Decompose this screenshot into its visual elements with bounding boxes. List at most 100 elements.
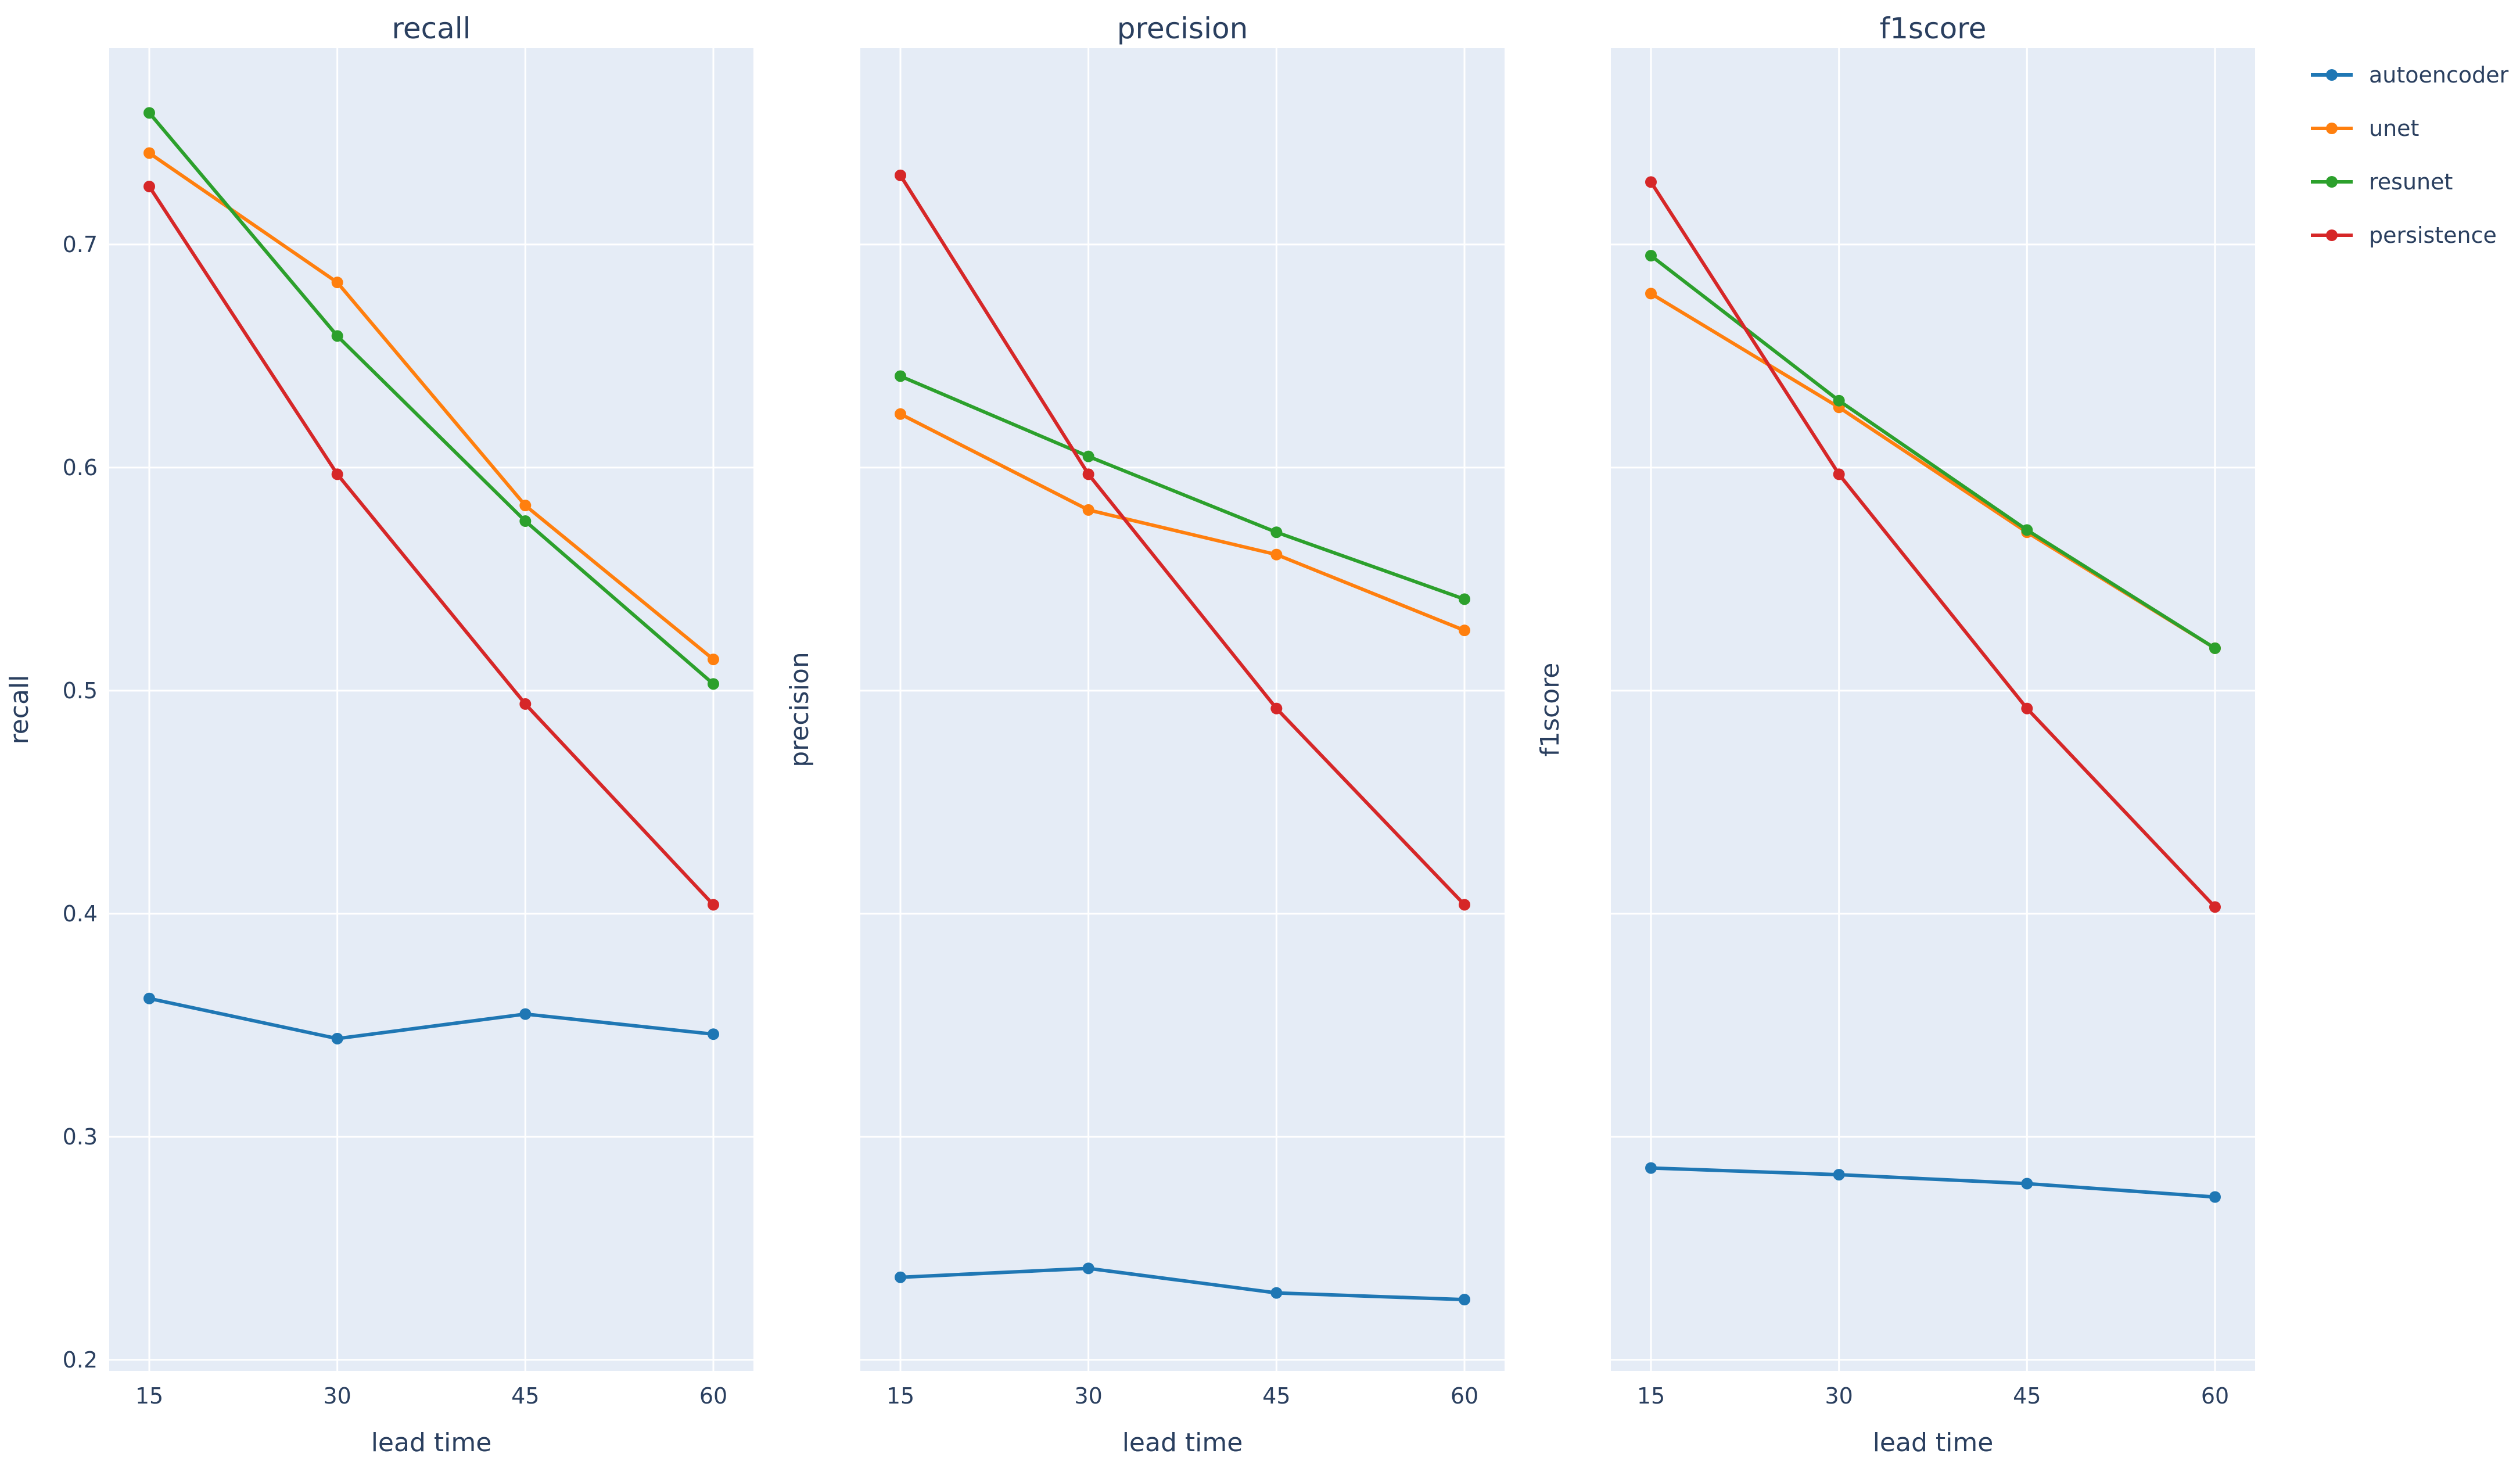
precision-x-tick-label: 45 — [1262, 1383, 1290, 1409]
recall-line-unet — [148, 151, 715, 661]
recall-point-persistence — [519, 698, 532, 710]
f1score-title: f1score — [1880, 12, 1987, 45]
precision-point-unet — [1082, 504, 1094, 516]
subplot-panels: 0.2 0.3 0.4 0.5 0.6 0.7 15 30 45 60 recall lead tim… — [5, 12, 2255, 1458]
precision-point-persistence — [1459, 899, 1470, 911]
recall-x-tick-label: 15 — [135, 1383, 163, 1409]
precision-series-autoencoder — [895, 1262, 1470, 1306]
recall-y-tick-label: 0.2 — [63, 1347, 98, 1373]
recall-y-tick-label: 0.6 — [63, 455, 98, 480]
precision-point-resunet — [1270, 526, 1283, 539]
recall-x-tick-label: 60 — [699, 1383, 727, 1409]
f1score-point-persistence — [2021, 702, 2033, 715]
precision-x-tick-label: 60 — [1451, 1383, 1478, 1409]
precision-line-autoencoder — [900, 1266, 1465, 1302]
legend-swatch-marker-autoencoder — [2326, 69, 2338, 81]
precision-x-axis-label: lead time — [1122, 1428, 1243, 1458]
f1score-series-persistence — [1645, 176, 2221, 913]
recall-point-unet — [143, 147, 155, 159]
f1score-point-resunet — [1645, 250, 1657, 262]
precision-y-axis-label: precision — [785, 652, 814, 767]
legend: autoencoder unet resunet persistence — [2311, 62, 2509, 248]
recall-point-autoencoder — [143, 992, 155, 1004]
legend-item-unet: unet — [2311, 116, 2419, 141]
precision-point-autoencoder — [1082, 1262, 1094, 1275]
f1score-point-unet — [1645, 288, 1657, 300]
recall-y-tick-label: 0.5 — [63, 678, 98, 704]
f1score-point-resunet — [1833, 394, 1845, 407]
precision-line-persistence — [899, 174, 1466, 906]
precision-point-unet — [895, 408, 906, 420]
recall-point-resunet — [331, 330, 343, 342]
legend-swatch-marker-resunet — [2326, 176, 2338, 188]
subplot-recall: 0.2 0.3 0.4 0.5 0.6 0.7 15 30 45 60 recall lead tim… — [5, 12, 753, 1458]
precision-point-resunet — [1082, 450, 1094, 462]
legend-label-autoencoder: autoencoder — [2369, 62, 2509, 88]
precision-point-unet — [1270, 548, 1283, 561]
f1score-x-tick-label: 60 — [2201, 1383, 2229, 1409]
f1score-line-persistence — [1649, 181, 2217, 909]
subplot-precision: 15 30 45 60 precision lead time precision — [785, 12, 1505, 1458]
precision-point-unet — [1459, 624, 1470, 637]
recall-y-tick-label: 0.4 — [63, 901, 98, 927]
precision-series-unet — [895, 408, 1470, 637]
precision-point-persistence — [895, 169, 906, 181]
recall-plot-area — [109, 48, 753, 1371]
precision-point-autoencoder — [1459, 1294, 1470, 1306]
legend-swatch-marker-unet — [2326, 123, 2338, 134]
precision-line-resunet — [899, 374, 1466, 601]
legend-item-persistence: persistence — [2311, 222, 2497, 248]
recall-point-persistence — [708, 899, 719, 911]
recall-line-autoencoder — [149, 996, 714, 1040]
f1score-y-axis-label: f1score — [1535, 663, 1565, 757]
f1score-point-autoencoder — [2209, 1191, 2221, 1203]
f1score-point-resunet — [2209, 642, 2221, 654]
f1score-x-axis-label: lead time — [1873, 1428, 1994, 1458]
f1score-point-persistence — [1833, 468, 1845, 480]
legend-label-resunet: resunet — [2369, 169, 2453, 195]
precision-plot-area — [860, 48, 1505, 1371]
recall-y-tick-label: 0.7 — [63, 232, 98, 257]
precision-point-resunet — [895, 370, 906, 382]
recall-point-unet — [519, 500, 532, 512]
recall-point-resunet — [708, 678, 719, 690]
legend-label-persistence: persistence — [2369, 222, 2497, 248]
subplot-f1score: 15 30 45 60 f1score lead time f1score — [1535, 12, 2255, 1458]
recall-series-autoencoder — [143, 992, 719, 1045]
precision-title: precision — [1117, 12, 1248, 45]
f1score-x-tick-label: 45 — [2013, 1383, 2041, 1409]
f1score-plot-area — [1611, 48, 2255, 1371]
recall-point-persistence — [331, 468, 343, 480]
recall-x-axis-label: lead time — [371, 1428, 492, 1458]
f1score-point-resunet — [2021, 524, 2033, 536]
recall-point-persistence — [143, 181, 155, 193]
precision-x-tick-label: 15 — [886, 1383, 914, 1409]
f1score-series-autoencoder — [1645, 1162, 2221, 1203]
recall-point-unet — [708, 654, 719, 666]
recall-series-persistence — [143, 181, 719, 911]
f1score-line-autoencoder — [1650, 1166, 2216, 1199]
recall-series-resunet — [143, 107, 719, 690]
f1score-point-persistence — [1645, 176, 1657, 188]
recall-title: recall — [392, 12, 471, 45]
recall-point-resunet — [519, 515, 532, 527]
precision-point-autoencoder — [895, 1271, 906, 1283]
recall-line-persistence — [148, 185, 715, 906]
recall-y-axis-label: recall — [5, 675, 34, 745]
recall-point-autoencoder — [519, 1008, 532, 1020]
precision-series-resunet — [895, 370, 1470, 605]
precision-point-resunet — [1459, 593, 1470, 605]
recall-x-tick-label: 30 — [323, 1383, 351, 1409]
precision-line-unet — [899, 412, 1466, 632]
precision-point-persistence — [1270, 702, 1283, 715]
recall-line-resunet — [148, 112, 715, 685]
recall-y-tick-label: 0.3 — [63, 1124, 98, 1150]
precision-point-persistence — [1082, 468, 1094, 480]
f1score-point-autoencoder — [2021, 1178, 2033, 1190]
legend-swatch-marker-persistence — [2326, 229, 2338, 241]
f1score-point-autoencoder — [1833, 1169, 1845, 1181]
recall-point-unet — [331, 277, 343, 289]
f1score-x-tick-label: 15 — [1637, 1383, 1665, 1409]
recall-point-autoencoder — [708, 1028, 719, 1040]
